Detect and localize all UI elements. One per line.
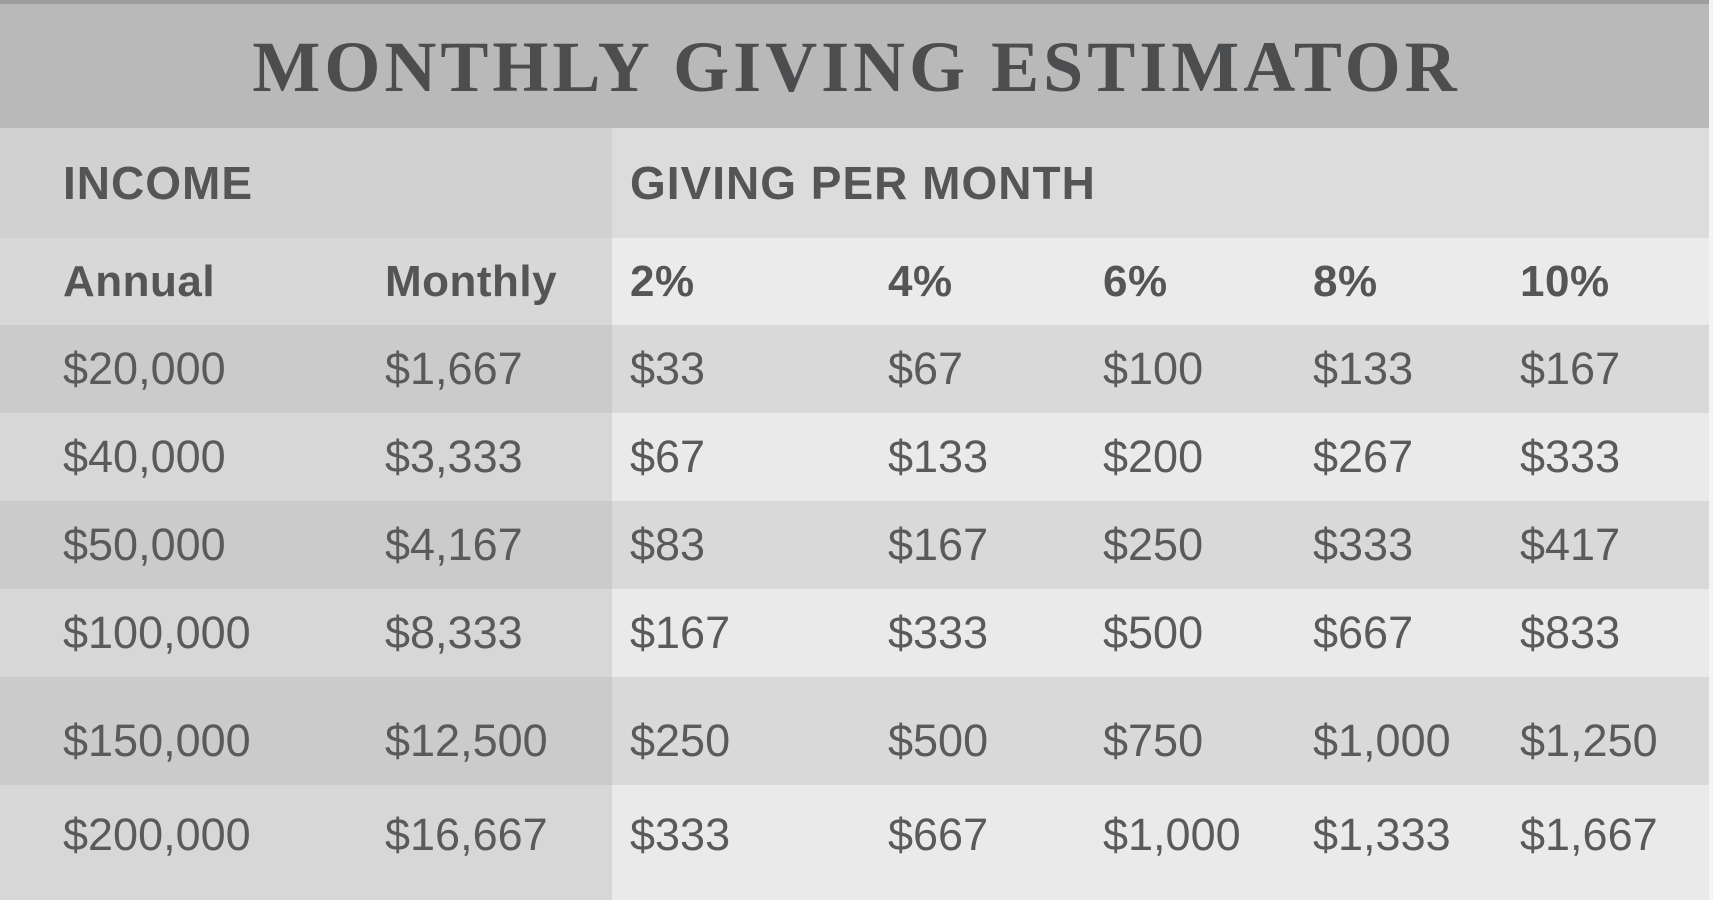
giving-6pct-value: $500: [1103, 607, 1204, 658]
page-title: MONTHLY GIVING ESTIMATOR: [252, 26, 1461, 107]
giving-8pct-value: $667: [1313, 607, 1414, 658]
monthly-income-value: $4,167: [385, 519, 523, 570]
giving-2pct-value: $250: [630, 715, 731, 766]
giving-2pct-value: $333: [630, 808, 731, 860]
income-group-header: INCOME: [63, 157, 253, 209]
giving-10pct-value: $167: [1520, 343, 1621, 394]
column-header-2pct: 2%: [630, 256, 695, 306]
column-header-10pct: 10%: [1520, 256, 1610, 306]
annual-income-value: $20,000: [63, 343, 226, 394]
giving-10pct-value: $1,667: [1520, 808, 1658, 860]
annual-income-value: $50,000: [63, 519, 226, 570]
column-header-row: Annual Monthly 2% 4% 6% 8% 10%: [0, 238, 1713, 325]
giving-6pct-value: $200: [1103, 431, 1204, 482]
giving-6pct-value: $1,000: [1103, 808, 1241, 860]
giving-2pct-value: $33: [630, 343, 706, 394]
table-row: $200,000 $16,667 $333 $667 $1,000 $1,333…: [0, 785, 1713, 900]
giving-8pct-value: $133: [1313, 343, 1414, 394]
giving-4pct-value: $500: [888, 715, 989, 766]
column-header-monthly: Monthly: [385, 256, 558, 306]
annual-income-value: $40,000: [63, 431, 226, 482]
giving-4pct-value: $133: [888, 431, 989, 482]
giving-10pct-value: $833: [1520, 607, 1621, 658]
title-band: MONTHLY GIVING ESTIMATOR: [0, 0, 1713, 128]
monthly-income-value: $16,667: [385, 808, 548, 860]
column-header-8pct: 8%: [1313, 256, 1378, 306]
annual-income-value: $100,000: [63, 607, 251, 658]
giving-2pct-value: $167: [630, 607, 731, 658]
table-row: $20,000 $1,667 $33 $67 $100 $133 $167: [0, 325, 1713, 413]
giving-4pct-value: $167: [888, 519, 989, 570]
column-header-4pct: 4%: [888, 256, 953, 306]
giving-4pct-value: $667: [888, 808, 989, 860]
giving-8pct-value: $1,333: [1313, 808, 1451, 860]
giving-6pct-value: $750: [1103, 715, 1204, 766]
monthly-income-value: $1,667: [385, 343, 523, 394]
table-row: $100,000 $8,333 $167 $333 $500 $667 $833: [0, 589, 1713, 677]
annual-income-value: $200,000: [63, 808, 251, 860]
giving-10pct-value: $333: [1520, 431, 1621, 482]
giving-group-header: GIVING PER MONTH: [630, 157, 1096, 209]
table-row: $40,000 $3,333 $67 $133 $200 $267 $333: [0, 413, 1713, 501]
annual-income-value: $150,000: [63, 715, 251, 766]
table-row: $50,000 $4,167 $83 $167 $250 $333 $417: [0, 501, 1713, 589]
giving-10pct-value: $1,250: [1520, 715, 1658, 766]
giving-10pct-value: $417: [1520, 519, 1621, 570]
giving-4pct-value: $67: [888, 343, 964, 394]
giving-6pct-value: $250: [1103, 519, 1204, 570]
monthly-income-value: $3,333: [385, 431, 523, 482]
monthly-income-value: $8,333: [385, 607, 523, 658]
giving-8pct-value: $267: [1313, 431, 1414, 482]
monthly-income-value: $12,500: [385, 715, 548, 766]
giving-8pct-value: $333: [1313, 519, 1414, 570]
giving-4pct-value: $333: [888, 607, 989, 658]
giving-6pct-value: $100: [1103, 343, 1204, 394]
giving-8pct-value: $1,000: [1313, 715, 1451, 766]
giving-2pct-value: $67: [630, 431, 706, 482]
giving-2pct-value: $83: [630, 519, 706, 570]
table-row: $150,000 $12,500 $250 $500 $750 $1,000 $…: [0, 677, 1713, 785]
group-header-row: INCOME GIVING PER MONTH: [0, 128, 1713, 238]
column-header-annual: Annual: [63, 256, 216, 306]
column-header-6pct: 6%: [1103, 256, 1168, 306]
